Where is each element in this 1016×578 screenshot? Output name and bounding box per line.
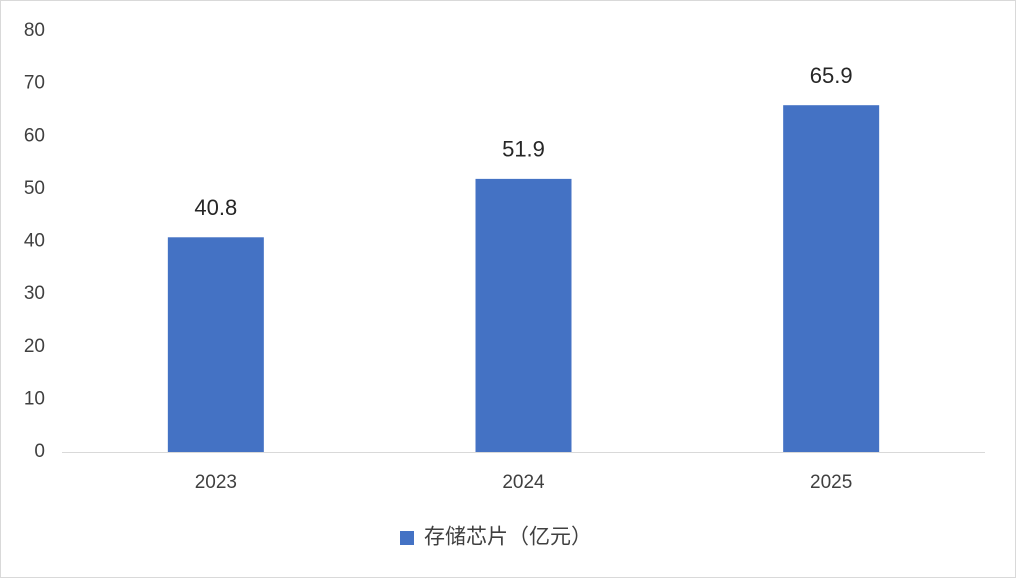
x-tick-label: 2023 <box>195 472 237 493</box>
y-tick-label: 80 <box>24 20 45 41</box>
data-label: 65.9 <box>810 63 853 88</box>
y-tick-label: 10 <box>24 388 45 409</box>
y-tick-label: 30 <box>24 283 45 304</box>
y-tick-label: 60 <box>24 125 45 146</box>
data-label: 51.9 <box>502 137 545 162</box>
y-tick-label: 20 <box>24 336 45 357</box>
legend-swatch <box>400 531 414 545</box>
legend-label: 存储芯片（亿元） <box>424 526 592 549</box>
y-tick-label: 40 <box>24 231 45 252</box>
y-tick-label: 0 <box>34 441 45 462</box>
bar <box>167 237 264 452</box>
bar <box>475 178 572 452</box>
y-tick-label: 70 <box>24 73 45 94</box>
y-tick-label: 50 <box>24 178 45 199</box>
bar <box>783 105 880 453</box>
data-label: 40.8 <box>194 195 237 220</box>
x-tick-label: 2024 <box>502 472 545 493</box>
x-tick-label: 2025 <box>810 472 852 493</box>
